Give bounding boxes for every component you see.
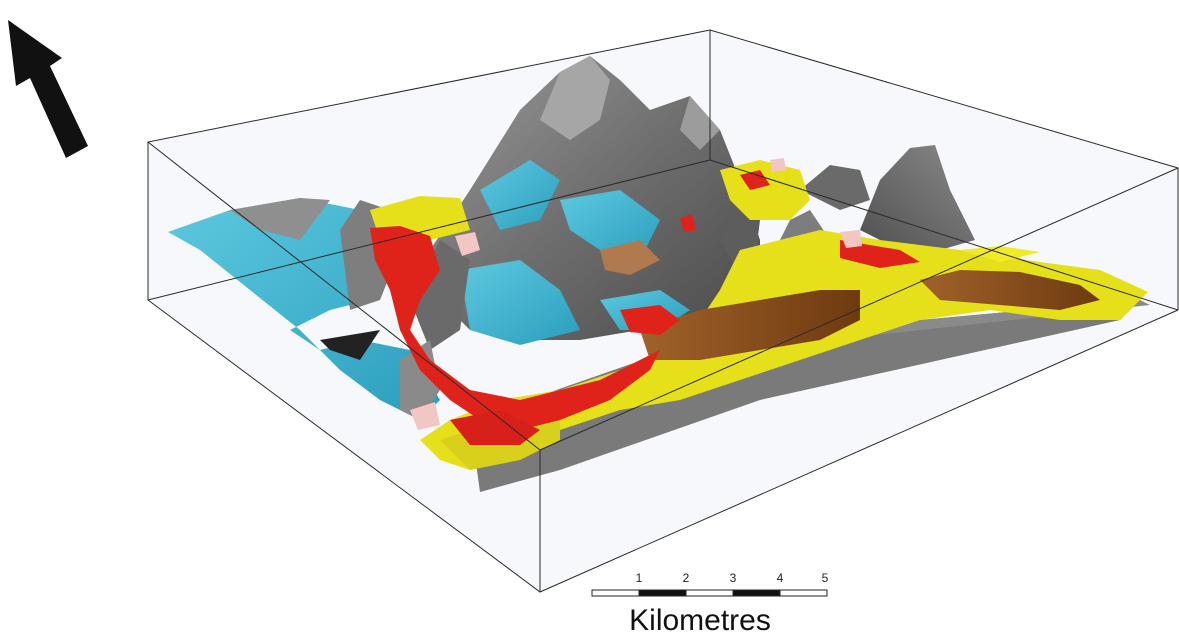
north-arrow-icon <box>8 20 88 158</box>
scale-bar: 1 2 3 4 5 <box>591 571 829 597</box>
scale-segment <box>591 589 640 597</box>
scale-segment <box>685 589 734 597</box>
scale-segment <box>779 589 828 597</box>
brown-unit <box>600 240 1100 360</box>
scale-bar-segments <box>591 589 828 597</box>
scale-segment <box>638 589 687 597</box>
scale-tick-label: 5 <box>822 571 829 585</box>
scale-tick-label: 1 <box>636 571 643 585</box>
red-unit <box>370 170 920 445</box>
scale-tick-label: 2 <box>683 571 690 585</box>
scale-segment <box>732 589 781 597</box>
model-box-edges <box>147 29 1179 593</box>
scale-tick-label: 3 <box>730 571 737 585</box>
pink-unit <box>410 158 862 430</box>
scale-unit-label: Kilometres <box>629 604 771 637</box>
scale-tick-label: 4 <box>777 571 784 585</box>
